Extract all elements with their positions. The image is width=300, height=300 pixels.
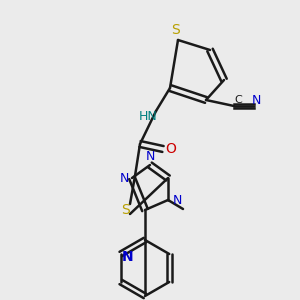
Text: S: S xyxy=(122,203,130,217)
Text: S: S xyxy=(172,23,180,37)
Text: N: N xyxy=(122,250,134,264)
Text: N: N xyxy=(251,94,261,106)
Text: HN: HN xyxy=(139,110,158,122)
Text: N: N xyxy=(119,172,129,184)
Text: N: N xyxy=(145,151,155,164)
Text: C: C xyxy=(234,95,242,105)
Text: N: N xyxy=(172,194,182,206)
Text: O: O xyxy=(166,142,176,156)
